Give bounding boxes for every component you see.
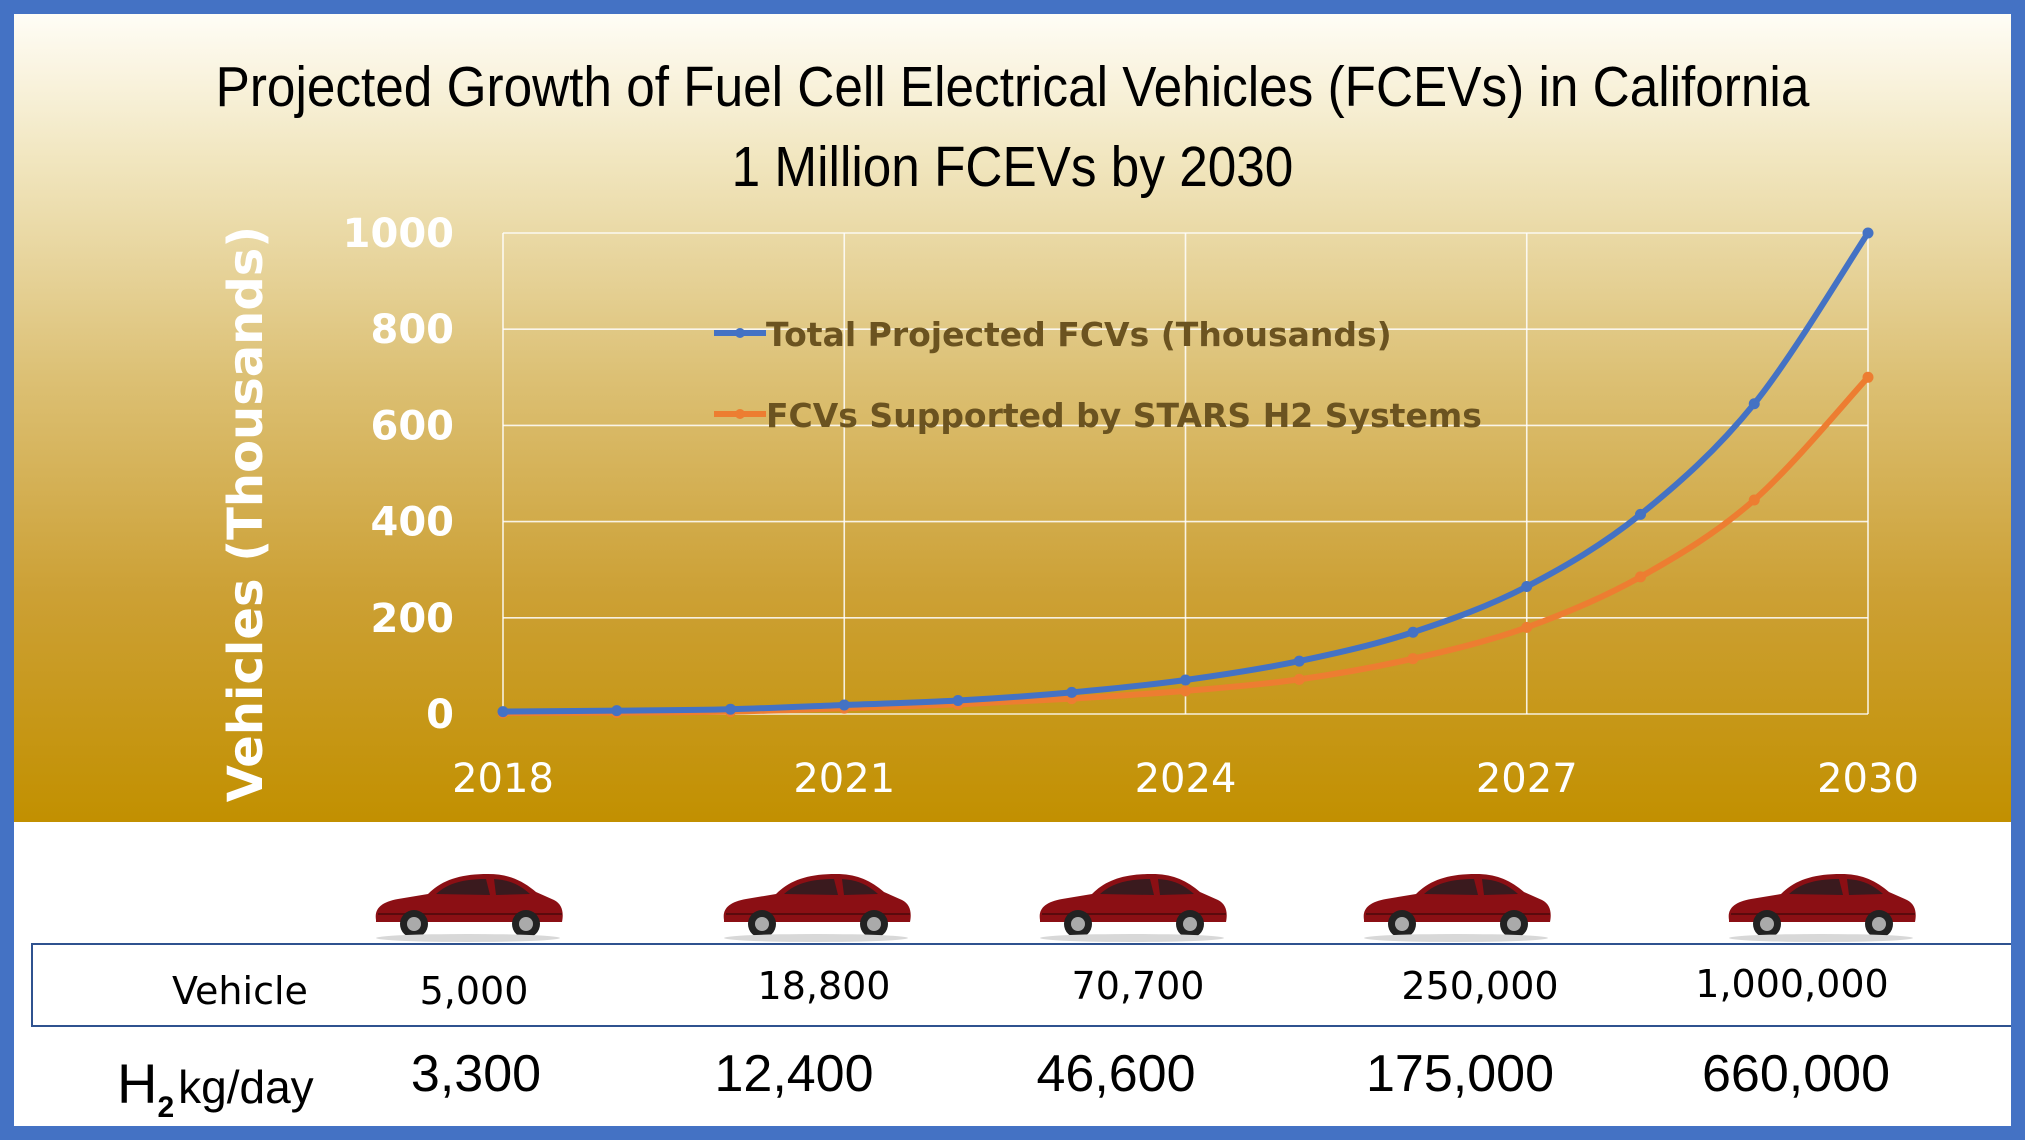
row-label-h2: H2kg/day [117, 1051, 314, 1124]
row-label-vehicle: Vehicle [172, 969, 308, 1013]
data-point [1293, 673, 1305, 685]
chart-background [14, 14, 2011, 822]
line-chart: 0 200 400 600 800 1000 2018 2021 2024 2027 2030 Ve… [218, 211, 1919, 802]
chart-title: Projected Growth of Fuel Cell Electrical… [215, 55, 1810, 119]
y-tick-label: 200 [371, 596, 455, 642]
data-point [611, 705, 623, 717]
data-point [1862, 227, 1874, 239]
h2-value: 46,600 [1036, 1045, 1196, 1103]
data-point [1293, 655, 1305, 667]
data-point [1635, 571, 1646, 583]
data-point [838, 699, 850, 711]
data-point [1748, 494, 1760, 506]
data-point [1180, 674, 1191, 686]
data-point [1521, 581, 1533, 593]
data-point [952, 695, 964, 707]
y-axis-label: Vehicles (Thousands) [218, 226, 274, 802]
car-icon [1038, 873, 1228, 943]
data-point [725, 703, 736, 715]
series-lines [497, 227, 1874, 719]
data-point [1521, 621, 1533, 633]
vehicle-value: 70,700 [1071, 964, 1205, 1008]
car-icon [722, 873, 912, 943]
h2-value: 12,400 [714, 1045, 874, 1103]
vehicle-value: 18,800 [757, 964, 891, 1008]
data-point [1748, 398, 1760, 410]
x-tick-label: 2030 [1817, 756, 1919, 802]
y-tick-label: 0 [426, 692, 454, 738]
h2-value: 660,000 [1702, 1045, 1890, 1103]
vehicle-value: 250,000 [1401, 964, 1559, 1008]
data-point [1180, 685, 1191, 697]
grid-lines [502, 232, 1869, 715]
vehicle-value: 5,000 [419, 969, 529, 1013]
chart-subtitle: 1 Million FCEVs by 2030 [731, 135, 1294, 199]
data-point [1862, 371, 1874, 383]
data-point [1407, 653, 1419, 665]
y-tick-label: 1000 [343, 211, 454, 257]
car-icon [374, 873, 564, 943]
legend-marker-total [735, 328, 745, 338]
h2-label-sub: 2 [157, 1091, 175, 1124]
car-icon [1362, 873, 1552, 943]
h2-label-rest: kg/day [178, 1061, 314, 1113]
car-icon [1727, 873, 1917, 943]
h2-value: 3,300 [410, 1045, 542, 1103]
h2-label-main: H [117, 1052, 158, 1115]
x-tick-label: 2027 [1476, 756, 1578, 802]
vehicle-value: 1,000,000 [1695, 962, 1889, 1006]
y-tick-label: 400 [371, 500, 455, 546]
y-tick-label: 600 [371, 403, 455, 449]
legend-label-total: Total Projected FCVs (Thousands) [766, 315, 1392, 354]
legend: Total Projected FCVs (Thousands) FCVs Su… [714, 315, 1482, 435]
data-point [497, 706, 509, 718]
axis-ticks: 0 200 400 600 800 1000 2018 2021 2024 2027 2030 [343, 211, 1919, 802]
data-point [1407, 626, 1419, 638]
data-point [1066, 686, 1078, 698]
vehicle-table-box [31, 943, 2011, 1027]
y-tick-label: 800 [371, 307, 455, 353]
x-tick-label: 2018 [452, 756, 554, 802]
x-tick-label: 2024 [1135, 756, 1237, 802]
x-tick-label: 2021 [793, 756, 895, 802]
legend-label-stars: FCVs Supported by STARS H2 Systems [766, 396, 1482, 435]
h2-value: 175,000 [1366, 1045, 1554, 1103]
legend-marker-stars [735, 409, 745, 419]
data-point [1635, 508, 1646, 520]
